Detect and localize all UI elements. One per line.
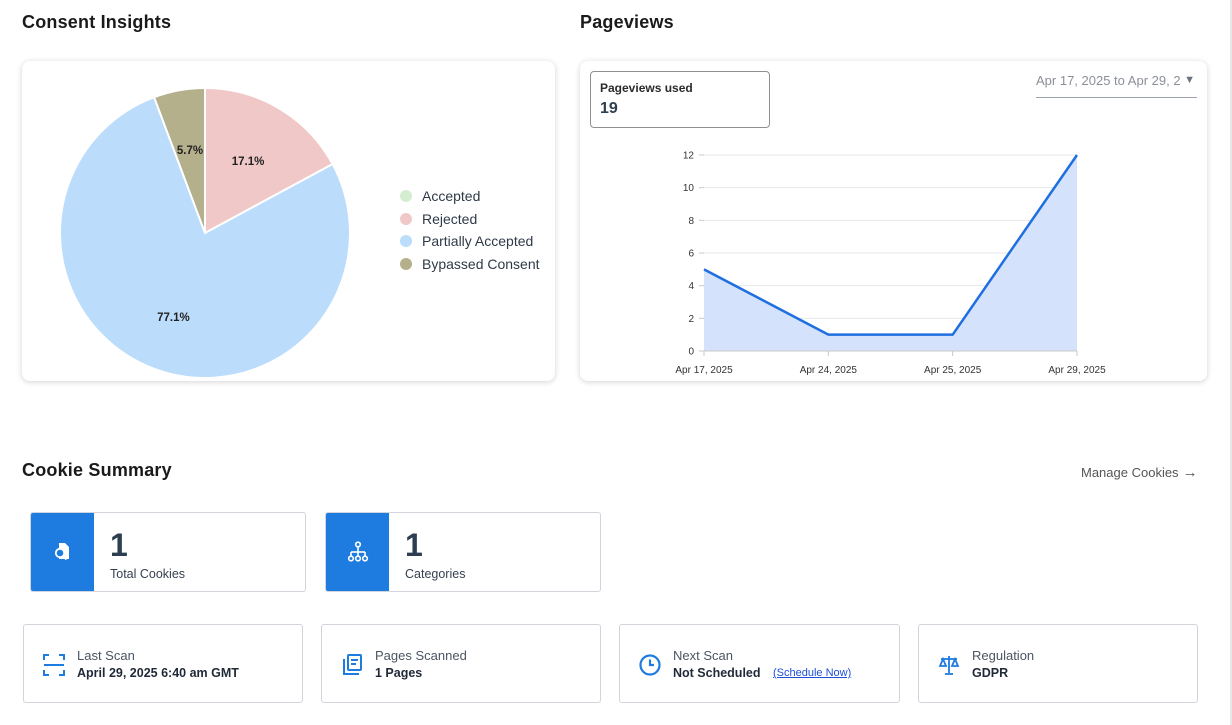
pageviews-area-chart: 0 2 4 6 8 10 12 Apr 17, 2025 Apr 24, 2025 Apr 25,…: [675, 151, 1106, 377]
pages-scanned-title: Pages Scanned: [375, 648, 467, 663]
categories-count: 1: [405, 527, 423, 563]
pages-scanned-value: 1 Pages: [375, 666, 423, 680]
legend-label: Rejected: [422, 210, 478, 227]
slice-rejected[interactable]: [204, 86, 334, 235]
consent-insights-title: Consent Insights: [22, 12, 172, 32]
slice-bypassed-consent[interactable]: [152, 86, 206, 234]
arrow-right-icon: →: [1182, 464, 1198, 481]
y-tick-label: 12: [683, 151, 695, 162]
chevron-down-icon: ▼: [1184, 74, 1195, 86]
legend-label: Partially Accepted: [422, 233, 534, 250]
manage-cookies-link[interactable]: Manage Cookies →: [1081, 464, 1198, 481]
total-cookies-count: 1: [110, 527, 128, 563]
pages-icon: [343, 654, 362, 675]
data-point[interactable]: [1074, 152, 1080, 158]
last-scan-card: Last Scan April 29, 2025 6:40 am GMT: [23, 624, 303, 703]
categories-card[interactable]: 1 Categories: [325, 512, 601, 592]
y-tick-label: 4: [688, 281, 694, 292]
next-scan-title: Next Scan: [673, 648, 733, 663]
pageviews-area-fill: [704, 155, 1077, 351]
legend-item-accepted[interactable]: Accepted: [400, 185, 540, 208]
schedule-now-link[interactable]: (Schedule Now): [773, 667, 852, 679]
legend-item-partially-accepted[interactable]: Partially Accepted: [400, 230, 540, 253]
legend-item-bypassed-consent[interactable]: Bypassed Consent: [400, 253, 540, 276]
consent-pie-chart: 17.1% 77.1% 5.7%: [59, 86, 351, 379]
manage-cookies-label: Manage Cookies: [1081, 465, 1179, 480]
regulation-title: Regulation: [972, 648, 1035, 663]
categories-label: Categories: [405, 567, 466, 581]
legend-item-rejected[interactable]: Rejected: [400, 208, 540, 231]
date-range-value: Apr 17, 2025 to Apr 29, 2025: [1036, 73, 1180, 88]
consent-legend: Accepted Rejected Partially Accepted Byp…: [400, 185, 540, 275]
pageviews-title: Pageviews: [580, 12, 674, 32]
y-tick-label: 2: [688, 314, 694, 325]
regulation-value: GDPR: [972, 666, 1009, 680]
total-cookies-card[interactable]: 1 Total Cookies: [30, 512, 306, 592]
pages-scanned-card: Pages Scanned 1 Pages: [321, 624, 601, 703]
pie-slice-label: 77.1%: [157, 312, 190, 324]
y-tick-label: 10: [683, 183, 695, 194]
pageviews-used-label: Pageviews used: [600, 81, 693, 95]
regulation-card: Regulation GDPR: [918, 624, 1198, 703]
sitemap-icon: [326, 513, 389, 591]
pageviews-card: 0 2 4 6 8 10 12 Apr 17, 2025 Apr 24, 2025 Apr 25,…: [580, 61, 1207, 381]
page-right-border: [1230, 0, 1232, 725]
consent-insights-card: 17.1% 77.1% 5.7% Accepted Rejected Partial…: [22, 61, 555, 381]
cookie-summary-title: Cookie Summary: [22, 460, 172, 480]
total-cookies-label: Total Cookies: [110, 567, 186, 581]
legend-dot-partially-accepted: [400, 235, 412, 248]
data-point[interactable]: [825, 332, 831, 338]
legend-dot-bypassed-consent: [400, 257, 412, 270]
pie-slice-label: 17.1%: [232, 156, 265, 168]
data-point[interactable]: [950, 332, 956, 338]
legend-label: Accepted: [422, 188, 481, 205]
pageviews-series-line: [703, 154, 1079, 336]
scan-icon: [43, 654, 65, 676]
slice-partially-accepted[interactable]: [59, 95, 351, 379]
next-scan-card: Next Scan Not Scheduled (Schedule Now): [619, 624, 900, 703]
data-point[interactable]: [701, 266, 707, 272]
x-tick-label: Apr 17, 2025: [675, 365, 733, 376]
y-tick-label: 8: [688, 216, 694, 227]
cookie-search-icon: [31, 513, 94, 591]
scale-icon: [938, 656, 960, 675]
next-scan-value: Not Scheduled: [673, 666, 761, 680]
pie-slice-label: 5.7%: [177, 145, 203, 157]
y-tick-label: 6: [688, 249, 694, 260]
x-tick-label: Apr 24, 2025: [800, 365, 858, 376]
last-scan-value: April 29, 2025 6:40 am GMT: [77, 666, 239, 680]
last-scan-title: Last Scan: [77, 648, 135, 663]
pageviews-used-box: Pageviews used 19: [590, 71, 770, 128]
date-range-select[interactable]: Apr 17, 2025 to Apr 29, 2025 ▼: [1036, 73, 1197, 98]
y-tick-label: 0: [688, 347, 694, 358]
legend-dot-accepted: [400, 190, 412, 203]
x-tick-label: Apr 29, 2025: [1048, 365, 1106, 376]
pageviews-used-value: 19: [600, 100, 618, 117]
legend-label: Bypassed Consent: [422, 255, 540, 272]
clock-icon: [639, 654, 661, 676]
legend-dot-rejected: [400, 212, 412, 225]
x-tick-label: Apr 25, 2025: [924, 365, 982, 376]
